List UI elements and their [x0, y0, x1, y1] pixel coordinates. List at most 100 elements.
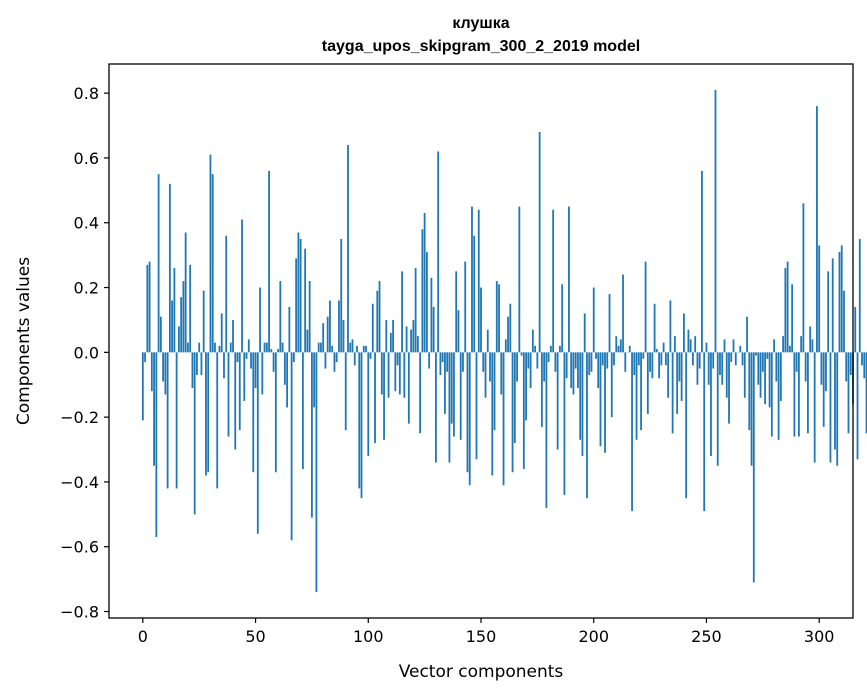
bar-0	[141, 352, 144, 421]
chart-title: клушка	[452, 15, 509, 32]
bar-152	[484, 352, 487, 398]
bar-119	[410, 329, 413, 353]
bar-239	[680, 352, 683, 401]
bar-147	[473, 235, 476, 353]
bar-13	[171, 300, 174, 353]
y-tick-label-5: 0.2	[74, 279, 99, 298]
bar-271	[752, 352, 755, 583]
bar-57	[270, 349, 273, 353]
bar-255	[716, 352, 719, 466]
bar-233	[667, 352, 670, 398]
bar-201	[595, 352, 597, 359]
bar-89	[342, 319, 345, 353]
bar-238	[678, 352, 681, 382]
bar-280	[773, 339, 775, 353]
bar-254	[714, 89, 717, 353]
bar-91	[347, 144, 349, 353]
bar-58	[272, 352, 275, 372]
bar-224	[646, 352, 649, 414]
bar-33	[216, 352, 219, 489]
bar-143	[464, 261, 467, 353]
bar-97	[360, 352, 363, 499]
bar-229	[658, 352, 661, 379]
bar-146	[471, 206, 473, 353]
bar-125	[423, 213, 426, 353]
bar-273	[757, 352, 760, 385]
bar-128	[430, 277, 433, 353]
bar-294	[804, 352, 807, 382]
bar-116	[403, 352, 406, 398]
bar-115	[401, 271, 403, 353]
bar-169	[522, 352, 525, 469]
bar-41	[234, 352, 237, 450]
bar-62	[281, 342, 284, 353]
bar-304	[827, 271, 830, 353]
bar-161	[504, 339, 507, 353]
bar-269	[748, 352, 751, 431]
bar-214	[624, 352, 627, 372]
bar-258	[723, 339, 726, 353]
bar-132	[439, 352, 442, 376]
bar-222	[642, 352, 645, 359]
bar-321	[865, 352, 867, 434]
bar-186	[561, 284, 564, 353]
bar-140	[457, 310, 460, 353]
bar-286	[786, 261, 789, 353]
y-tick-label-7: 0.6	[74, 149, 99, 168]
y-tick-label-8: 0.8	[74, 84, 99, 103]
bar-194	[579, 352, 582, 440]
bar-234	[669, 300, 672, 353]
bar-37	[225, 235, 228, 353]
bar-191	[572, 352, 575, 395]
bar-78	[317, 342, 320, 353]
bar-231	[662, 342, 665, 353]
bar-86	[335, 352, 338, 363]
bar-249	[703, 352, 706, 512]
bar-292	[800, 336, 803, 353]
bar-272	[755, 352, 757, 356]
bar-46	[245, 352, 248, 359]
y-tick-label-2: −0.4	[60, 473, 99, 492]
bar-189	[568, 206, 570, 353]
bar-23	[193, 352, 196, 515]
bar-80	[322, 323, 325, 353]
bar-27	[202, 290, 205, 353]
bar-136	[448, 352, 451, 463]
bar-317	[856, 352, 859, 460]
bar-20	[187, 342, 189, 353]
bar-197	[586, 352, 588, 499]
bar-253	[712, 352, 715, 369]
bar-137	[450, 352, 453, 424]
bar-49	[252, 352, 255, 473]
bar-289	[793, 352, 796, 437]
bar-11	[166, 352, 169, 489]
bar-98	[362, 345, 365, 353]
bar-94	[353, 352, 356, 366]
bar-305	[829, 352, 832, 463]
bar-4	[150, 352, 153, 392]
bar-237	[676, 352, 679, 414]
bar-47	[247, 339, 250, 353]
bar-247	[698, 352, 701, 369]
bar-276	[764, 352, 766, 405]
bar-34	[218, 345, 221, 353]
bar-117	[405, 326, 408, 353]
bar-7	[157, 174, 160, 353]
bar-306	[831, 258, 834, 353]
bar-123	[419, 352, 422, 434]
bar-2	[146, 264, 149, 353]
bar-48	[250, 352, 252, 369]
bar-296	[809, 326, 812, 353]
bar-165	[513, 352, 516, 444]
bar-113	[396, 352, 399, 366]
bar-157	[495, 281, 498, 353]
bar-204	[601, 352, 604, 366]
bar-164	[511, 352, 514, 473]
bar-218	[633, 352, 636, 376]
bar-150	[480, 287, 482, 353]
bar-182	[552, 209, 555, 353]
bar-187	[563, 352, 566, 495]
bar-45	[243, 352, 246, 401]
x-tick-label-50: 50	[245, 627, 265, 646]
bar-270	[750, 352, 753, 466]
